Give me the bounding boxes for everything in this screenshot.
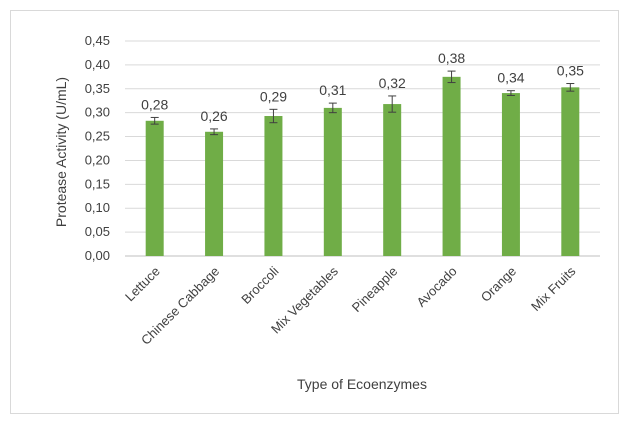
bar [501, 93, 520, 256]
y-tick-label: 0,00 [85, 248, 110, 263]
data-label: 0,35 [557, 63, 584, 79]
data-label: 0,38 [438, 50, 465, 66]
data-labels: 0,28 0,26 0,29 0,31 0,32 0,38 0,34 0,35 [141, 50, 584, 124]
bar [383, 104, 402, 256]
y-tick-label: 0,35 [85, 81, 110, 96]
gridlines [125, 40, 600, 257]
y-tick-label: 0,45 [85, 33, 110, 48]
bar [323, 107, 342, 256]
y-tick-label: 0,15 [85, 176, 110, 191]
bar [264, 116, 283, 256]
x-tick-label: Lettuce [122, 264, 163, 305]
y-tick-label: 0,30 [85, 105, 110, 120]
y-axis-ticks: 0,00 0,05 0,10 0,15 0,20 0,25 0,30 0,35 0,40 0,45 [85, 33, 110, 263]
data-label: 0,29 [260, 88, 287, 104]
y-tick-label: 0,40 [85, 57, 110, 72]
bar [145, 120, 164, 257]
bar [561, 87, 580, 256]
error-bars [150, 70, 575, 136]
x-tick-label: Broccoli [238, 263, 281, 306]
y-tick-label: 0,25 [85, 129, 110, 144]
bars [145, 76, 580, 257]
x-tick-label: Orange [478, 264, 519, 305]
y-tick-label: 0,05 [85, 224, 110, 239]
y-axis-title: Protease Activity (U/mL) [53, 77, 69, 227]
y-tick-label: 0,10 [85, 200, 110, 215]
bar [442, 76, 461, 256]
x-tick-label: Avocado [413, 264, 459, 310]
data-label: 0,26 [200, 108, 227, 124]
x-axis-title: Type of Ecoenzymes [297, 376, 427, 392]
x-tick-label: Mix Fruits [528, 263, 579, 314]
data-label: 0,28 [141, 96, 168, 112]
data-label: 0,34 [497, 70, 524, 86]
x-tick-label: Pineapple [349, 264, 400, 315]
data-label: 0,32 [379, 75, 406, 91]
bar [205, 131, 224, 256]
y-tick-label: 0,20 [85, 152, 110, 167]
data-label: 0,31 [319, 82, 346, 98]
